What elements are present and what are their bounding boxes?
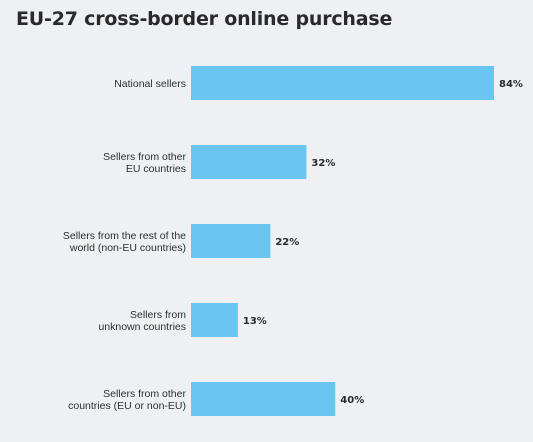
value-label-2: 22% xyxy=(275,237,299,248)
category-label-3-line-0: Sellers from xyxy=(130,309,186,321)
value-label-3: 13% xyxy=(243,316,267,327)
category-label-0-line-0: National sellers xyxy=(114,78,186,90)
category-label-1-line-1: EU countries xyxy=(126,163,186,175)
value-label-0: 84% xyxy=(499,79,523,90)
category-label-4-line-0: Sellers from other xyxy=(103,388,186,400)
category-label-4-line-1: countries (EU or non-EU) xyxy=(68,400,186,412)
category-label-2-line-0: Sellers from the rest of the xyxy=(63,230,186,242)
chart-title: EU-27 cross-border online purchase xyxy=(16,8,393,30)
category-label-3-line-1: unknown countries xyxy=(98,321,186,333)
category-label-1: Sellers from other EU countries xyxy=(103,151,186,175)
category-label-2-line-1: world (non-EU countries) xyxy=(69,242,186,254)
category-label-3: Sellers from unknown countries xyxy=(98,309,186,333)
category-label-4: Sellers from other countries (EU or non-E… xyxy=(68,388,186,412)
bar-4 xyxy=(191,382,336,416)
bar-3 xyxy=(191,303,238,337)
category-label-2: Sellers from the rest of the world (non-E… xyxy=(63,230,186,254)
bar-2 xyxy=(191,224,271,258)
value-label-1: 32% xyxy=(311,158,335,169)
bar-0 xyxy=(191,66,494,100)
value-label-4: 40% xyxy=(340,395,364,406)
category-label-0: National sellers xyxy=(114,78,186,90)
category-label-1-line-0: Sellers from other xyxy=(103,151,186,163)
bar-1 xyxy=(191,145,307,179)
